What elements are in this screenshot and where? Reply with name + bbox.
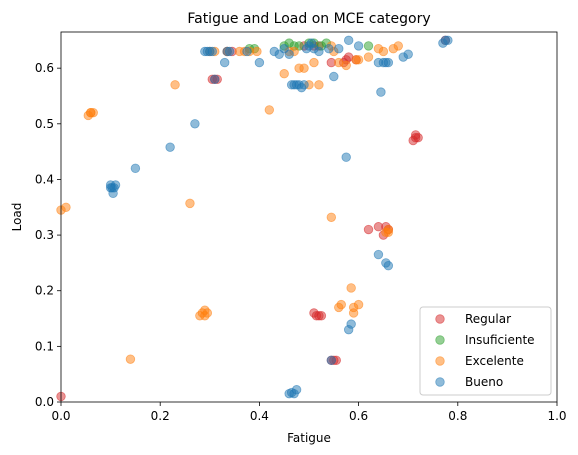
x-tick-label: 1.0 (547, 409, 566, 423)
legend-label-bueno: Bueno (465, 375, 503, 389)
point-bueno (291, 385, 302, 395)
point-bueno (324, 43, 334, 54)
point-bueno (284, 49, 294, 59)
point-excelente (393, 41, 403, 51)
point-bueno (254, 57, 265, 68)
y-axis-label: Load (10, 203, 24, 232)
point-regular (316, 311, 327, 321)
point-bueno (210, 74, 220, 84)
y-tick-label: 0.1 (35, 339, 54, 353)
legend: Regular Insuficiente Excelente Bueno (419, 306, 552, 396)
point-bueno (403, 49, 413, 59)
y-tick-label: 0.3 (35, 228, 54, 242)
points-layer (56, 35, 453, 402)
point-bueno (224, 46, 235, 57)
point-bueno (299, 80, 309, 90)
point-excelente (336, 299, 346, 310)
point-excelente (353, 55, 364, 65)
point-excelente (170, 80, 180, 90)
point-excelente (353, 299, 364, 310)
plot-area-frame (60, 31, 558, 403)
point-excelente (61, 202, 71, 212)
point-excelente (299, 63, 309, 73)
point-bueno (130, 163, 141, 174)
point-excelente (383, 227, 394, 238)
y-tick-label: 0.0 (35, 395, 54, 409)
legend-label-regular: Regular (465, 312, 511, 326)
x-tick-label: 0.6 (349, 409, 368, 423)
point-bueno (346, 319, 356, 329)
point-bueno (105, 183, 116, 193)
point-excelente (264, 105, 275, 115)
y-tick-label: 0.4 (35, 172, 54, 186)
point-excelente (86, 107, 96, 118)
point-insuficiente (363, 41, 374, 51)
point-bueno (242, 46, 252, 57)
point-excelente (252, 46, 262, 57)
point-regular (410, 130, 421, 140)
x-tick-label: 0.0 (51, 409, 70, 423)
point-bueno (314, 46, 324, 57)
y-tick-label: 0.6 (35, 61, 54, 75)
legend-marker-bueno (435, 377, 445, 387)
y-axis: 0.0 0.1 0.2 0.3 0.4 0.5 0.6 (35, 61, 61, 409)
point-excelente (279, 69, 289, 79)
point-bueno (373, 249, 384, 260)
point-bueno (353, 41, 364, 51)
legend-box (419, 306, 552, 396)
point-bueno (219, 57, 230, 68)
chart-title: Fatigue and Load on MCE category (187, 11, 430, 27)
point-bueno (329, 71, 339, 82)
x-tick-label: 0.2 (151, 409, 170, 423)
point-bueno (326, 355, 337, 365)
point-regular (363, 224, 374, 235)
legend-label-insuficiente: Insuficiente (465, 333, 535, 347)
point-bueno (165, 142, 175, 152)
point-excelente (314, 80, 324, 90)
legend-label-excelente: Excelente (465, 354, 524, 368)
point-bueno (207, 46, 217, 57)
point-excelente (200, 305, 210, 315)
point-bueno (383, 57, 394, 68)
legend-marker-regular (435, 314, 445, 324)
point-bueno (190, 119, 200, 129)
point-bueno (334, 43, 344, 54)
legend-marker-insuficiente (435, 335, 445, 345)
y-tick-label: 0.2 (35, 284, 54, 298)
point-excelente (363, 52, 374, 62)
x-axis-label: Fatigue (287, 431, 331, 445)
x-tick-label: 0.8 (448, 409, 467, 423)
point-bueno (376, 87, 386, 97)
point-excelente (125, 354, 136, 364)
point-bueno (341, 152, 351, 162)
point-bueno (383, 260, 394, 271)
point-excelente (341, 60, 351, 71)
x-axis: 0.0 0.2 0.4 0.6 0.8 1.0 (51, 402, 567, 423)
point-excelente (326, 212, 337, 222)
y-tick-label: 0.5 (35, 117, 54, 131)
point-bueno (343, 35, 354, 46)
point-excelente (185, 198, 195, 209)
point-excelente (346, 283, 356, 293)
legend-marker-excelente (435, 356, 445, 366)
point-excelente (378, 46, 389, 57)
point-bueno (443, 35, 453, 46)
point-excelente (309, 57, 319, 68)
x-tick-label: 0.4 (250, 409, 269, 423)
